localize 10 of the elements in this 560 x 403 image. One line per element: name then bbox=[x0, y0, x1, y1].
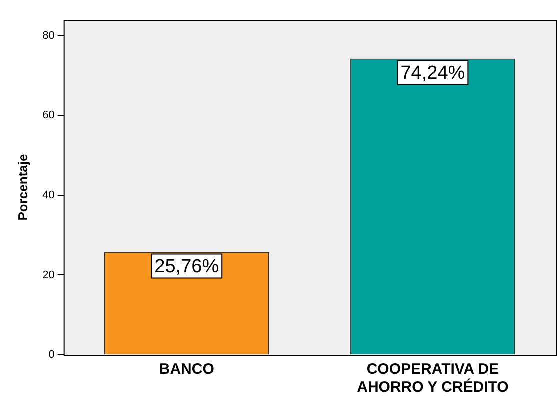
data-label: 25,76% bbox=[154, 256, 220, 278]
y-tick-label: 20 bbox=[42, 269, 55, 282]
y-tick-label: 80 bbox=[42, 30, 55, 42]
y-tick-label: 60 bbox=[42, 110, 55, 122]
x-tick-label: COOPERATIVA DE AHORRO Y CRÉDITO bbox=[357, 361, 510, 396]
y-tick-label: 0 bbox=[48, 349, 55, 362]
data-label: 74,24% bbox=[400, 63, 466, 84]
x-tick-label: BANCO bbox=[159, 361, 215, 378]
y-tick-label: 40 bbox=[42, 190, 55, 202]
y-axis-title: Porcentaje bbox=[15, 154, 30, 221]
